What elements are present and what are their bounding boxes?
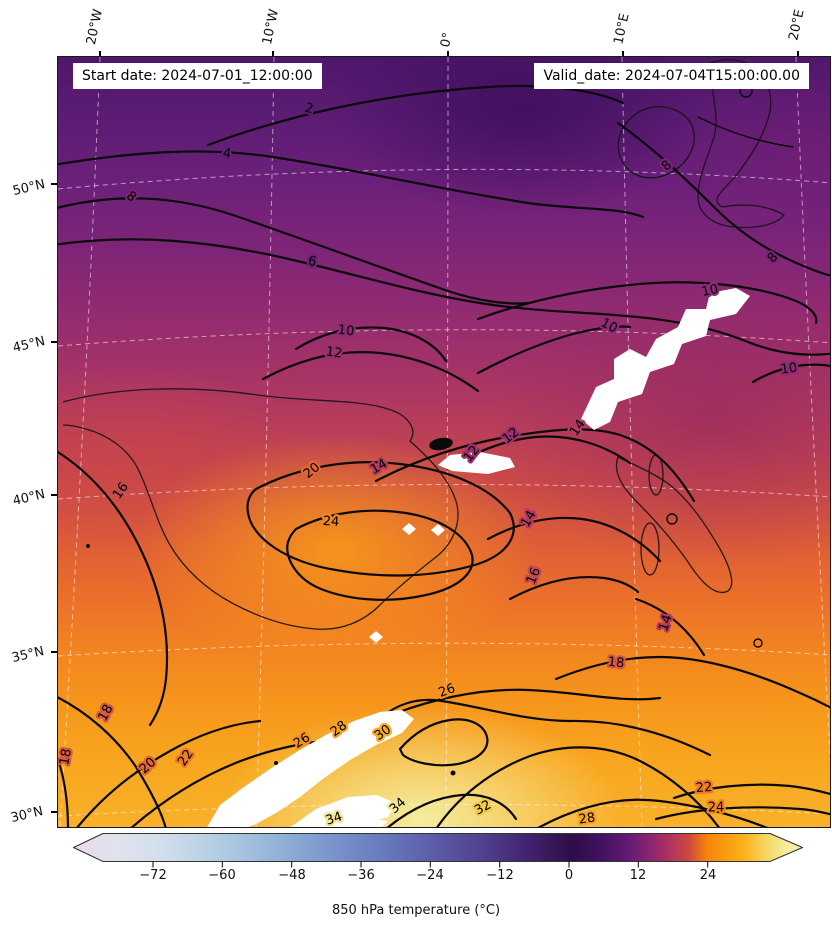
temperature-map: 2 4 8 6 8 8 10 10 10 10 12 12 12 14 14 1… [57, 56, 831, 828]
contour-label: 26 [437, 681, 458, 701]
contour-label: 18 [58, 748, 75, 767]
contour-label: 24 [322, 514, 340, 530]
contour-label: 16 [524, 566, 544, 587]
contour-label: 22 [175, 747, 197, 769]
lat-tick-label: 30°N [9, 804, 45, 826]
lon-tick-mark [447, 51, 449, 56]
contour-label: 4 [222, 146, 232, 162]
contour-label: 12 [325, 344, 343, 361]
valid-date-label: Valid_date: 2024-07-04T15:00:00.00 [534, 63, 809, 89]
contour-label: 22 [695, 780, 713, 796]
colorbar-title: 850 hPa temperature (°C) [331, 903, 501, 918]
lat-tick-mark [51, 811, 57, 813]
colorbar-tick-label: −72 [139, 868, 167, 883]
contour-label: 10 [337, 323, 355, 340]
lon-tick-mark [272, 51, 274, 56]
lat-tick-label: 45°N [11, 334, 47, 356]
lon-tick-label: 10°W [259, 7, 283, 47]
colorbar-tick-label: −24 [416, 868, 444, 883]
contour-label: 8 [123, 189, 139, 206]
map-overlay: 2 4 8 6 8 8 10 10 10 10 12 12 12 14 14 1… [58, 57, 830, 827]
lat-tick-label: 40°N [11, 487, 47, 509]
lon-tick-mark [622, 51, 624, 56]
contour-label: 6 [307, 254, 318, 270]
dark-data-blobs [86, 437, 456, 776]
colorbar-tick-label: −60 [208, 868, 236, 883]
contour-label: 20 [301, 460, 323, 482]
lon-tick-label: 20°E [786, 8, 808, 42]
contour-label: 28 [578, 810, 596, 827]
contour-label: 24 [708, 801, 725, 816]
contour-label: 18 [95, 702, 116, 724]
contour-label: 32 [472, 797, 494, 818]
colorbar-tick-marks [152, 861, 709, 868]
colorbar-tick-label: 0 [564, 868, 574, 883]
start-date-label: Start date: 2024-07-01_12:00:00 [73, 63, 322, 89]
isotherm-contours [58, 84, 830, 827]
contour-label: 14 [656, 613, 675, 633]
lon-tick-label: 20°W [83, 7, 107, 47]
contour-labels: 2 4 8 6 8 8 10 10 10 10 12 12 12 14 14 1… [58, 98, 800, 827]
contour-label: 18 [607, 655, 625, 672]
contour-label: 16 [110, 480, 132, 502]
lon-tick-mark [99, 51, 101, 56]
colorbar [73, 833, 803, 868]
colorbar-tick-label: −12 [486, 868, 514, 883]
colorbar-tick-label: −36 [347, 868, 375, 883]
lat-tick-mark [51, 494, 57, 496]
lat-tick-mark [51, 183, 57, 185]
lon-tick-mark [797, 51, 799, 56]
contour-label: 2 [303, 101, 315, 118]
lat-tick-label: 50°N [11, 177, 47, 199]
colorbar-tick-label: 24 [699, 868, 717, 883]
lon-tick-label: 0° [438, 31, 456, 49]
contour-label: 14 [518, 508, 539, 530]
contour-label: 10 [780, 360, 798, 377]
lat-tick-mark [51, 341, 57, 343]
contour-label: 10 [598, 315, 620, 336]
contour-label: 10 [700, 282, 719, 300]
lat-tick-label: 35°N [10, 644, 46, 666]
masked-terrain-patches [207, 288, 750, 827]
colorbar-tick-label: 12 [629, 868, 647, 883]
colorbar-tick-label: −48 [278, 868, 306, 883]
lon-tick-label: 10°E [611, 12, 633, 46]
colorbar-gradient-bar [73, 833, 803, 863]
lat-tick-mark [51, 651, 57, 653]
